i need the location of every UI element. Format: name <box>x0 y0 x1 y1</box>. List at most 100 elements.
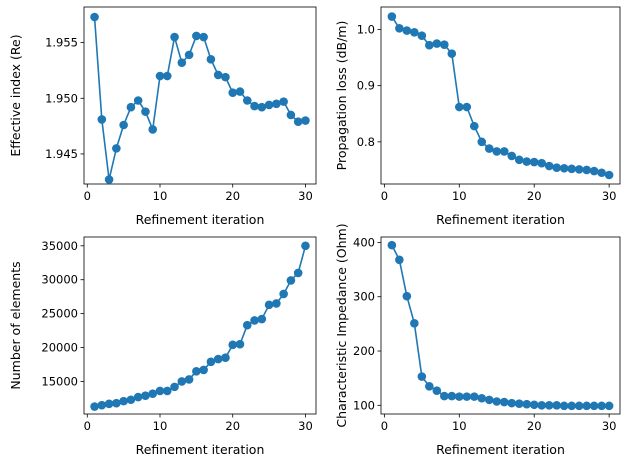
num-elements-ytick-label: 20000 <box>41 341 78 355</box>
num-elements-data-point <box>213 354 223 364</box>
effective-index-data-point <box>242 96 252 105</box>
impedance-data-point <box>387 240 397 250</box>
propagation-loss-data-point <box>582 165 591 175</box>
effective-index-chart: 0 10 20 30 1.945 1.950 1.955 Refinement iterati… <box>8 6 317 227</box>
effective-index-xtick-label: 0 <box>84 189 91 203</box>
num-elements-data-point <box>206 357 216 367</box>
impedance-xtick-label: 20 <box>527 419 542 433</box>
propagation-loss-data-point <box>410 27 419 37</box>
num-elements-xtick-label: 10 <box>153 419 168 433</box>
propagation-loss-data-point <box>507 151 517 161</box>
propagation-loss-data-point <box>574 165 584 174</box>
propagation-loss-data-point <box>454 102 464 112</box>
propagation-loss-data-point <box>544 161 554 171</box>
propagation-loss-xtick-label: 0 <box>381 189 388 203</box>
effective-index-y-axis-label: Effective index (Re) <box>8 34 23 156</box>
propagation-loss-data-point <box>559 163 569 173</box>
effective-index-data-point <box>112 144 121 153</box>
effective-index-data-point <box>133 96 143 105</box>
num-elements-ytick-label: 35000 <box>41 239 78 253</box>
propagation-loss-data-point <box>447 49 457 58</box>
num-elements-data-point <box>221 353 230 363</box>
effective-index-data-point <box>162 71 172 81</box>
num-elements-data-point <box>235 339 245 349</box>
num-elements-data-point <box>90 402 99 411</box>
propagation-loss-data-point <box>537 158 547 168</box>
effective-index-x-axis-label: Refinement iteration <box>136 212 265 227</box>
num-elements-data-point <box>257 314 267 324</box>
effective-index-axes-frame <box>83 6 317 185</box>
impedance-ytick-label: 300 <box>353 290 375 304</box>
num-elements-series-line <box>94 245 307 408</box>
num-elements-data-point <box>177 377 187 386</box>
propagation-loss-data-point <box>529 157 539 167</box>
num-elements-data-point <box>162 386 172 396</box>
impedance-data-point <box>440 391 449 401</box>
propagation-loss-xtick-label: 10 <box>452 189 467 203</box>
num-elements-data-point <box>242 320 252 330</box>
effective-index-data-point <box>177 58 187 67</box>
effective-index-data-point <box>301 116 310 125</box>
num-elements-data-point <box>272 299 281 308</box>
propagation-loss-data-point <box>469 121 479 131</box>
effective-index-data-point <box>250 101 259 111</box>
propagation-loss-axes-frame <box>380 6 621 185</box>
effective-index-data-point <box>257 102 267 112</box>
impedance-y-axis-label: Characteristic Impedance (Ohm) <box>334 223 349 427</box>
num-elements-data-point <box>184 375 194 384</box>
impedance-data-point <box>574 401 584 411</box>
num-elements-axes-frame <box>83 236 317 415</box>
num-elements-data-point <box>155 386 165 396</box>
impedance-data-point <box>432 386 442 395</box>
effective-index-data-point <box>184 50 194 60</box>
impedance-data-point <box>559 401 569 411</box>
impedance-data-point <box>544 401 554 410</box>
num-elements-data-point <box>170 382 179 392</box>
propagation-loss-data-point <box>514 155 524 165</box>
num-elements-xtick-label: 30 <box>298 419 313 433</box>
propagation-loss-ytick-label: 0.9 <box>357 79 375 93</box>
impedance-data-point <box>567 401 576 411</box>
propagation-loss-chart: 0 10 20 30 0.8 0.9 1.0 Refinement iteration Prop… <box>334 6 621 227</box>
effective-index-data-point <box>155 71 165 81</box>
num-elements-data-point <box>148 389 158 398</box>
impedance-axes-frame <box>380 236 621 415</box>
propagation-loss-data-point <box>499 147 509 156</box>
impedance-ytick-label: 400 <box>353 235 375 249</box>
impedance-data-point <box>492 397 502 406</box>
impedance-data-point <box>597 401 606 411</box>
num-elements-x-axis-label: Refinement iteration <box>136 442 265 457</box>
propagation-loss-data-point <box>417 31 427 40</box>
effective-index-data-point <box>206 55 216 64</box>
impedance-data-point <box>499 397 509 407</box>
effective-index-data-point <box>90 12 99 22</box>
num-elements-data-point <box>199 365 208 375</box>
impedance-xtick-label: 30 <box>602 419 617 433</box>
impedance-data-point <box>447 391 457 401</box>
impedance-data-point <box>604 401 614 411</box>
effective-index-data-point <box>228 88 238 98</box>
num-elements-data-point <box>192 366 201 376</box>
effective-index-ytick-label: 1.950 <box>45 91 78 105</box>
effective-index-data-point <box>199 32 208 42</box>
num-elements-data-point <box>119 396 128 406</box>
effective-index-data-point <box>148 125 158 134</box>
impedance-data-point <box>402 291 412 301</box>
propagation-loss-data-point <box>462 102 472 112</box>
impedance-ytick-label: 100 <box>353 398 375 412</box>
num-elements-data-point <box>228 340 238 350</box>
effective-index-data-point <box>141 107 150 116</box>
impedance-data-point <box>484 395 494 405</box>
impedance-data-point <box>582 401 591 411</box>
propagation-loss-xtick-label: 20 <box>527 189 542 203</box>
propagation-loss-data-point <box>425 40 434 50</box>
propagation-loss-data-point <box>402 26 412 35</box>
num-elements-data-point <box>301 241 310 251</box>
impedance-data-point <box>537 401 547 410</box>
num-elements-data-point <box>293 268 303 278</box>
num-elements-data-point <box>126 395 136 405</box>
num-elements-xtick-label: 0 <box>84 419 91 433</box>
num-elements-data-point <box>286 276 296 285</box>
propagation-loss-data-point <box>597 168 606 178</box>
effective-index-data-point <box>170 32 179 42</box>
